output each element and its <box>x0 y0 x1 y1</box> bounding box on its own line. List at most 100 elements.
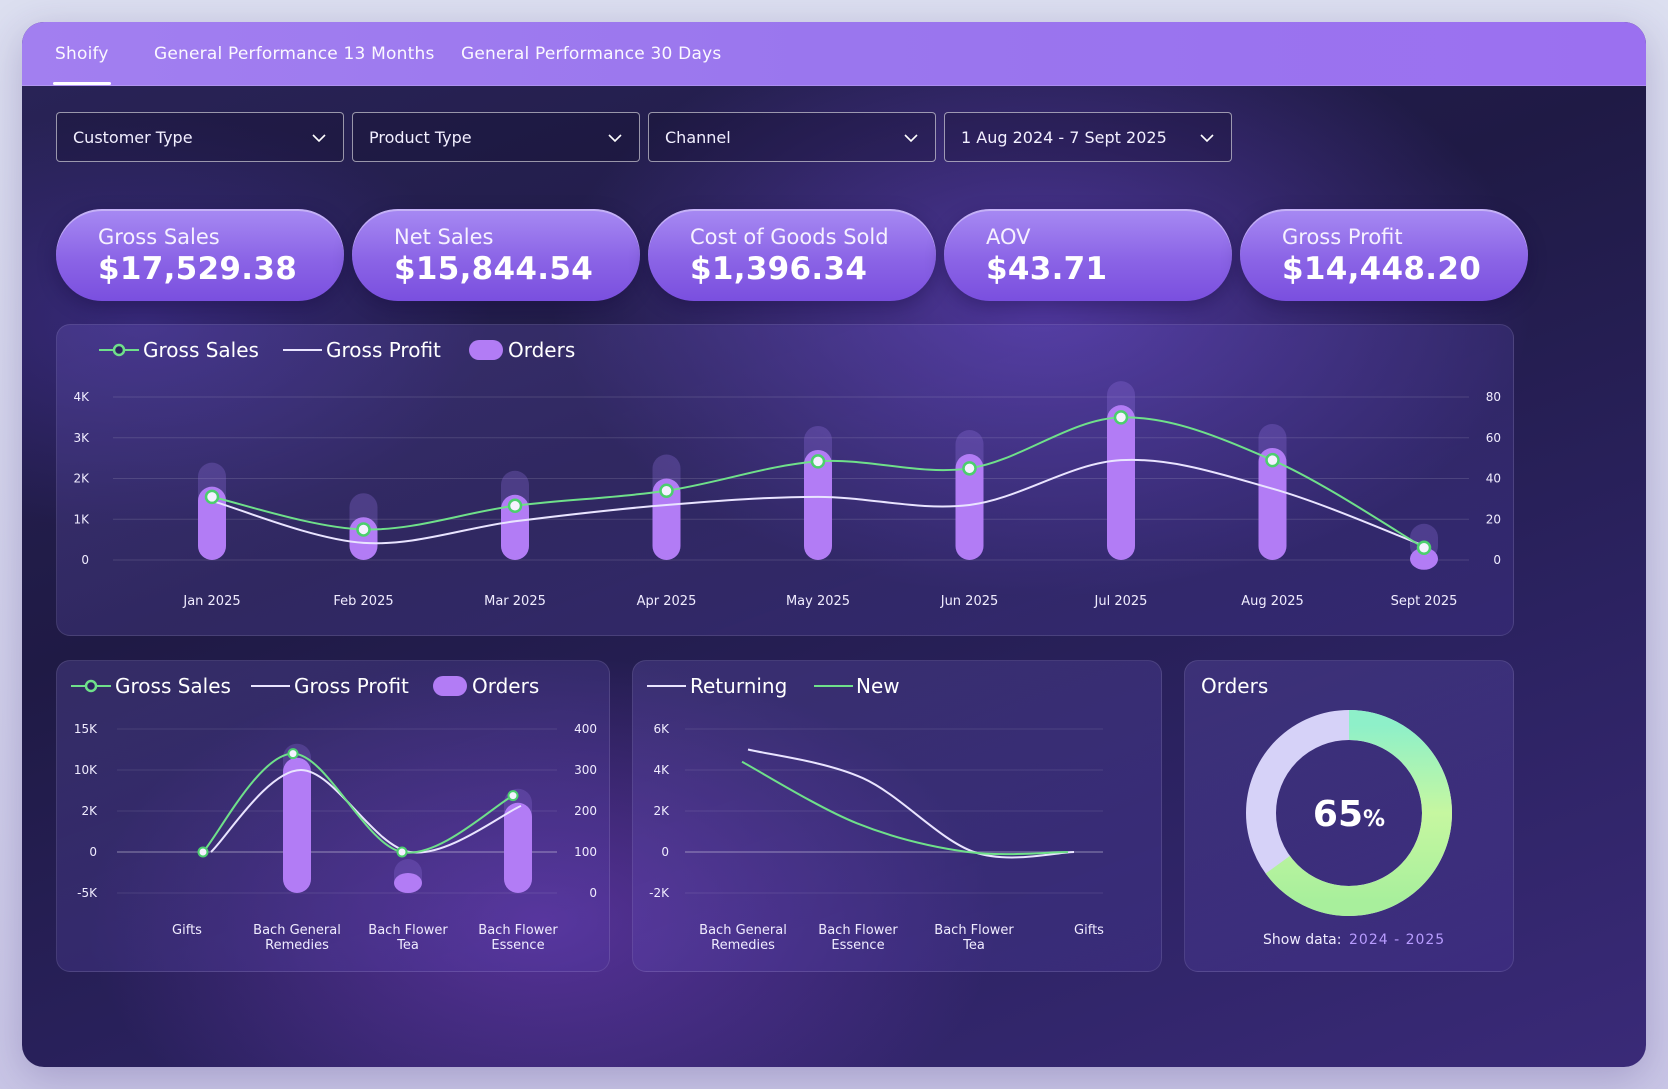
legend: Returning New <box>647 674 900 698</box>
chevron-down-icon <box>608 134 622 143</box>
kpi-value: $43.71 <box>986 251 1108 287</box>
returning-line <box>747 748 1075 859</box>
x-tick: Jul 2025 <box>1094 594 1148 609</box>
product-type-label: Product Type <box>369 128 472 147</box>
gross-sales-markers <box>204 410 1432 556</box>
kpi-gross-sales: Gross Sales $17,529.38 <box>56 209 344 301</box>
kpi-label: Net Sales <box>394 225 494 249</box>
legend-orders: Orders <box>508 338 575 362</box>
product-chart: Gross Sales Gross Profit Orders -5K 0 0 100… <box>71 674 597 953</box>
orders-bar[interactable] <box>1410 547 1438 570</box>
y-right-tick: 60 <box>1486 431 1501 445</box>
legend-returning: Returning <box>690 674 787 698</box>
gross-sales-marker[interactable] <box>1113 410 1129 425</box>
orders-bar[interactable] <box>501 494 529 560</box>
legend-new: New <box>856 674 900 698</box>
channel-dropdown[interactable]: Channel <box>648 112 936 162</box>
tab-general-performance-30-days[interactable]: General Performance 30 Days <box>461 44 722 64</box>
x-tick: Gifts <box>172 923 202 938</box>
monthly-chart-panel: Gross Sales Gross Profit Orders 0 0 1K 20 2K… <box>56 324 1514 636</box>
gross-sales-marker[interactable] <box>507 498 523 514</box>
legend-gross-sales-marker <box>112 343 126 357</box>
donut-value: 65% <box>1313 794 1385 835</box>
orders-bar[interactable] <box>1258 447 1287 560</box>
gross-sales-marker[interactable] <box>659 483 674 498</box>
grid <box>685 728 1103 894</box>
orders-bar[interactable] <box>394 873 422 893</box>
gross-sales-marker[interactable] <box>356 522 371 537</box>
donut-value-arc <box>1265 710 1452 916</box>
y-left-tick: 2K <box>73 472 90 486</box>
gross-sales-marker[interactable] <box>1416 540 1432 556</box>
y-right-tick: 80 <box>1486 390 1501 404</box>
kpi-label: Cost of Goods Sold <box>690 225 889 249</box>
gross-sales-marker[interactable] <box>287 748 299 760</box>
legend-gross-profit: Gross Profit <box>294 674 409 698</box>
legend-orders-swatch <box>469 340 503 360</box>
orders-bars <box>198 381 1438 570</box>
kpi-gross-profit: Gross Profit $14,448.20 <box>1240 209 1528 301</box>
x-tick: Bach Flower Tea <box>934 923 1014 953</box>
kpi-cost-of-goods-sold: Cost of Goods Sold $1,396.34 <box>648 209 936 301</box>
gross-sales-marker[interactable] <box>1265 452 1280 468</box>
channel-label: Channel <box>665 128 731 147</box>
chevron-down-icon <box>904 134 918 143</box>
product-type-dropdown[interactable]: Product Type <box>352 112 640 162</box>
orders-bar[interactable] <box>198 486 226 560</box>
orders-bar[interactable] <box>504 802 532 893</box>
orders-bar[interactable] <box>955 454 984 560</box>
grid <box>113 396 1469 561</box>
y-left-tick: 0 <box>81 553 89 567</box>
y-tick: -2K <box>649 886 670 900</box>
axis-ticks: -5K 0 0 100 2K 200 10K 300 15K 400 Gifts Bach Gener… <box>74 722 597 953</box>
y-right-tick: 400 <box>574 722 597 736</box>
customer-chart: Returning New -2K 0 2K 4K 6K Bach General Reme… <box>647 674 1104 953</box>
axis-ticks: -2K 0 2K 4K 6K Bach General Remedies Bach Flowe… <box>649 722 1104 953</box>
y-left-tick: 2K <box>81 804 98 818</box>
legend: Gross Sales Gross Profit Orders <box>71 674 539 698</box>
x-tick: May 2025 <box>786 594 850 609</box>
gross-sales-marker[interactable] <box>810 454 826 469</box>
x-tick: Aug 2025 <box>1241 594 1304 609</box>
y-tick: 0 <box>661 845 669 859</box>
monthly-chart: Gross Sales Gross Profit Orders 0 0 1K 20 2K… <box>73 338 1501 609</box>
y-right-tick: 20 <box>1486 512 1501 526</box>
date-range-dropdown[interactable]: 1 Aug 2024 - 7 Sept 2025 <box>944 112 1232 162</box>
kpi-net-sales: Net Sales $15,844.54 <box>352 209 640 301</box>
chevron-down-icon <box>312 134 326 143</box>
x-tick: Bach Flower Essence <box>478 923 558 953</box>
orders-bar[interactable] <box>1107 405 1135 560</box>
tab-shoify[interactable]: Shoify <box>53 44 111 85</box>
y-left-tick: 0 <box>89 845 97 859</box>
orders-bar[interactable] <box>804 449 832 560</box>
x-tick: Bach General Remedies <box>699 923 787 953</box>
orders-bar[interactable] <box>652 478 681 561</box>
y-right-tick: 100 <box>574 845 597 859</box>
gross-sales-marker[interactable] <box>204 489 220 505</box>
kpi-value: $1,396.34 <box>690 251 868 287</box>
y-left-tick: 15K <box>74 722 98 736</box>
y-tick: 4K <box>653 763 670 777</box>
show-data-range[interactable]: 2024 - 2025 <box>1349 932 1445 948</box>
x-tick: Bach General Remedies <box>253 923 341 953</box>
gross-sales-marker[interactable] <box>962 461 977 476</box>
orders-bar[interactable] <box>283 757 311 893</box>
gross-sales-marker[interactable] <box>396 846 408 858</box>
y-left-tick: 1K <box>73 512 90 526</box>
y-right-tick: 0 <box>589 886 597 900</box>
legend-orders-swatch <box>433 676 467 696</box>
gross-sales-marker[interactable] <box>507 790 519 802</box>
show-data-label: Show data: <box>1263 932 1341 948</box>
gross-profit-line <box>211 458 1425 547</box>
gross-sales-marker[interactable] <box>197 846 209 858</box>
legend-orders: Orders <box>472 674 539 698</box>
legend-gross-sales: Gross Sales <box>115 674 231 698</box>
orders-donut-panel: Orders 65% Show data: 2024 - 2025 <box>1184 660 1514 972</box>
customer-type-dropdown[interactable]: Customer Type <box>56 112 344 162</box>
y-left-tick: 4K <box>73 390 90 404</box>
kpi-label: Gross Sales <box>98 225 220 249</box>
tab-general-performance-13-months[interactable]: General Performance 13 Months <box>154 44 435 64</box>
kpi-value: $14,448.20 <box>1282 251 1482 287</box>
x-tick: Bach Flower Tea <box>368 923 448 953</box>
date-range-label: 1 Aug 2024 - 7 Sept 2025 <box>961 128 1167 147</box>
